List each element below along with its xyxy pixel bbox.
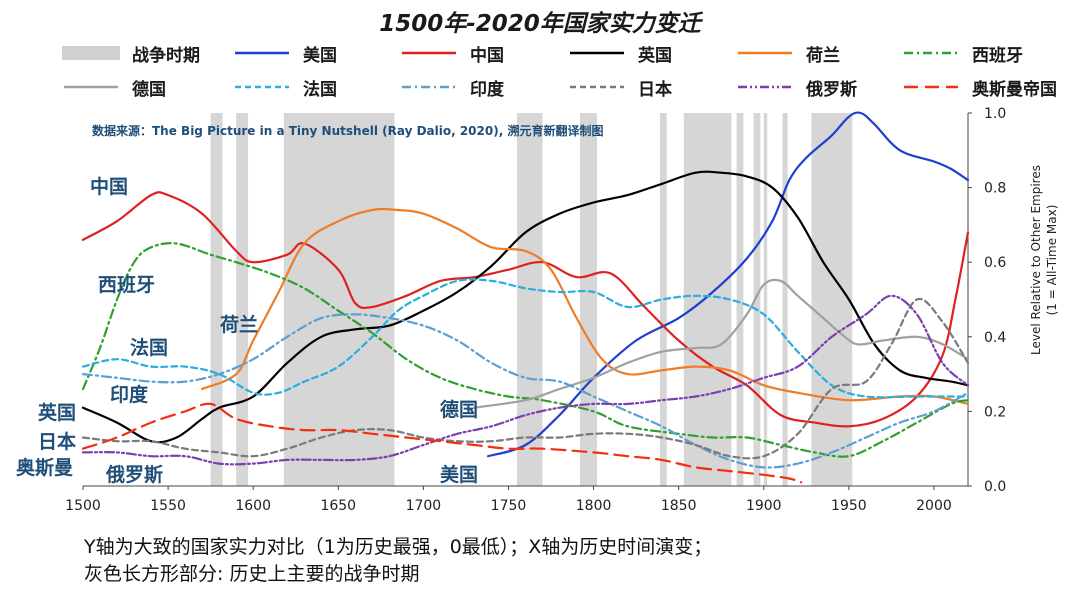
series-label-de: 德国	[440, 399, 479, 421]
war-period-band	[811, 113, 853, 486]
legend-item-es: 西班牙	[902, 40, 1023, 66]
series-line-ot	[81, 402, 803, 484]
legend-item-uk: 英国	[568, 40, 672, 66]
x-tick-label: 2000	[916, 498, 952, 514]
legend-label-in: 印度	[470, 79, 504, 100]
legend-item-ot: 奥斯曼帝国	[902, 74, 1057, 100]
footnote-axes-explanation: Y轴为大致的国家实力对比（1为历史最强，0最低）；X轴为历史时间演变；	[84, 536, 713, 558]
legend-label-es: 西班牙	[972, 45, 1023, 66]
legend-item-us: 美国	[233, 40, 337, 66]
war-period-band	[210, 113, 223, 486]
legend-swatch-war-periods	[62, 46, 120, 60]
war-period-band	[236, 113, 249, 486]
legend-item-fr: 法国	[233, 74, 337, 100]
x-tick-label: 1500	[65, 498, 101, 514]
series-line-jp	[81, 297, 970, 460]
legend-swatch-ru	[738, 85, 792, 89]
x-tick-label: 1800	[576, 498, 612, 514]
footnote-war-explanation: 灰色长方形部分: 历史上主要的战争时期	[84, 563, 420, 585]
x-tick-label: 1650	[320, 498, 356, 514]
war-period-band	[283, 113, 395, 486]
series-label-es: 西班牙	[98, 274, 156, 296]
legend-item-in: 印度	[400, 74, 504, 100]
war-period-band	[736, 113, 744, 486]
legend-label-cn: 中国	[470, 45, 504, 66]
x-tick-label: 1900	[746, 498, 782, 514]
series-label-nl: 荷兰	[220, 314, 259, 336]
x-tick-label: 1550	[150, 498, 186, 514]
series-label-in: 印度	[110, 384, 149, 406]
legend-label-jp: 日本	[638, 79, 672, 100]
legend-item-nl: 荷兰	[736, 40, 840, 66]
series-line-uk	[81, 170, 970, 444]
legend-swatch-uk	[570, 51, 624, 55]
y-axis-title-line2: (1 = All-Time Max)	[1045, 205, 1059, 316]
y-axis-title-line1: Level Relative to Other Empires	[1029, 165, 1043, 355]
x-tick-label: 1600	[235, 498, 271, 514]
legend-item-cn: 中国	[400, 40, 504, 66]
legend-swatch-ot	[904, 85, 958, 89]
legend-swatch-de	[64, 85, 118, 89]
legend-swatch-nl	[738, 51, 792, 55]
war-period-band	[753, 113, 761, 486]
y-tick-label: 0.2	[984, 404, 1006, 420]
legend-swatch-fr	[235, 85, 289, 89]
legend-swatch-jp	[570, 85, 624, 89]
source-note: 数据来源：The Big Picture in a Tiny Nutshell …	[92, 124, 604, 138]
series-label-ot: 奥斯曼	[16, 457, 74, 479]
legend-swatch-cn	[402, 51, 456, 55]
series-label-cn: 中国	[90, 176, 129, 198]
y-tick-label: 0.4	[984, 330, 1006, 346]
y-tick-label: 1.0	[984, 106, 1006, 122]
legend-swatch-us	[235, 51, 289, 55]
legend-label-fr: 法国	[303, 79, 337, 100]
war-period-band	[579, 113, 597, 486]
series-label-fr: 法国	[130, 337, 169, 359]
y-tick-label: 0.8	[984, 181, 1006, 197]
legend-label-uk: 英国	[638, 45, 672, 66]
x-tick-label: 1950	[831, 498, 867, 514]
war-period-band	[516, 113, 543, 486]
legend-item-jp: 日本	[568, 74, 672, 100]
legend-item-war-periods: 战争时期	[62, 40, 200, 66]
series-label-ru: 俄罗斯	[106, 464, 164, 486]
series-label-jp: 日本	[38, 431, 77, 453]
series-line-ru	[81, 294, 970, 466]
war-period-band	[782, 113, 788, 486]
series-line-fr	[81, 278, 970, 399]
y-tick-label: 0.0	[984, 479, 1006, 495]
x-tick-label: 1750	[491, 498, 527, 514]
series-line-de	[473, 278, 970, 409]
chart-title: 1500年-2020年国家实力变迁	[379, 11, 701, 37]
series-line-in	[81, 313, 970, 469]
series-line-cn	[81, 191, 970, 428]
series-line-nl	[201, 207, 970, 405]
war-period-band	[763, 113, 768, 486]
y-axis-title: Level Relative to Other Empires (1 = All…	[1029, 165, 1059, 355]
legend-label-war-periods: 战争时期	[132, 45, 200, 66]
war-period-band	[683, 113, 732, 486]
legend-label-de: 德国	[132, 79, 166, 100]
x-tick-label: 1700	[406, 498, 442, 514]
legend-label-us: 美国	[303, 45, 337, 66]
legend-item-de: 德国	[62, 74, 166, 100]
legend-swatch-in	[402, 85, 456, 89]
legend-swatch-es	[904, 51, 958, 55]
series-label-us: 美国	[440, 464, 479, 486]
legend-label-ot: 奥斯曼帝国	[972, 79, 1057, 100]
y-tick-label: 0.6	[984, 255, 1006, 271]
series-label-uk: 英国	[38, 402, 77, 424]
legend-label-ru: 俄罗斯	[806, 79, 857, 100]
legend-item-ru: 俄罗斯	[736, 74, 857, 100]
legend-label-nl: 荷兰	[806, 45, 840, 66]
x-tick-label: 1850	[661, 498, 697, 514]
